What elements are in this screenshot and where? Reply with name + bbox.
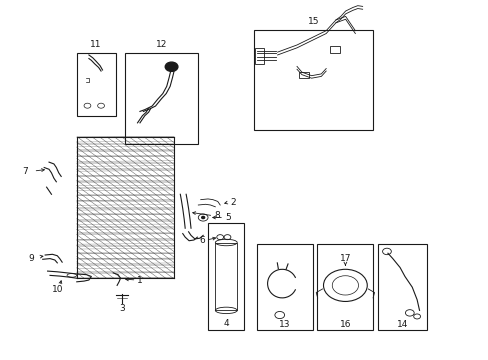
Bar [377, 244, 426, 330]
Text: 11: 11 [90, 40, 102, 49]
Bar [215, 243, 237, 310]
Circle shape [201, 216, 204, 219]
Bar [329, 46, 340, 53]
Text: 7: 7 [22, 167, 27, 176]
Text: 16: 16 [339, 320, 350, 329]
Bar [77, 53, 116, 116]
Text: 2: 2 [229, 198, 235, 207]
Bar [254, 30, 372, 130]
Text: 9: 9 [29, 254, 34, 263]
Text: 5: 5 [224, 213, 230, 222]
Text: 14: 14 [396, 320, 407, 329]
Bar [207, 223, 244, 330]
Text: 6: 6 [200, 235, 205, 244]
Bar [125, 53, 198, 144]
Text: 8: 8 [214, 211, 220, 220]
Text: 15: 15 [307, 17, 319, 26]
Bar [255, 48, 264, 64]
Bar [256, 244, 312, 330]
Bar [298, 72, 308, 78]
Text: 4: 4 [223, 319, 228, 328]
Text: 17: 17 [339, 254, 350, 263]
Bar [317, 244, 372, 330]
Text: 3: 3 [119, 304, 124, 313]
Text: 13: 13 [278, 320, 290, 329]
Text: 10: 10 [51, 285, 63, 294]
Text: 12: 12 [156, 40, 167, 49]
Circle shape [165, 62, 178, 71]
Text: 1: 1 [137, 275, 142, 284]
